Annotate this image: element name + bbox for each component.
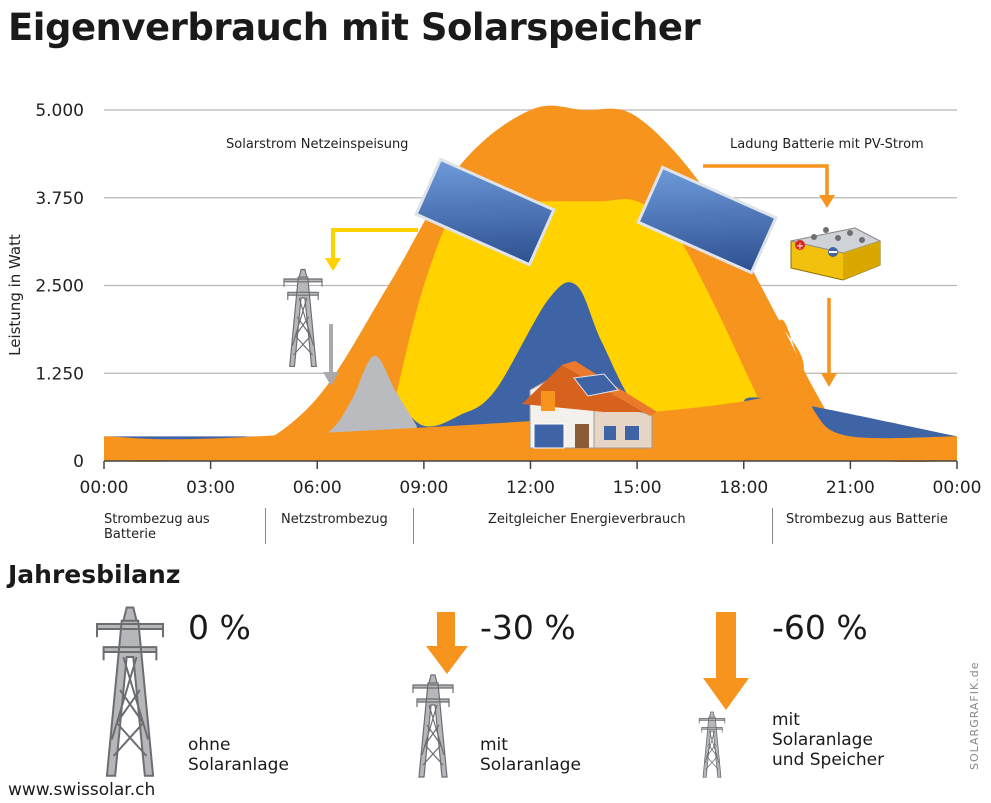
y-tick-label: 3.750	[35, 189, 84, 209]
segment-label: Strombezug aus Batterie	[104, 512, 210, 542]
y-tick-label: 0	[73, 452, 84, 472]
footer-url: www.swissolar.ch	[8, 780, 156, 800]
segment-divider	[772, 508, 773, 544]
y-tick-label: 2.500	[35, 277, 84, 297]
balance-value: -60 %	[772, 608, 868, 647]
balance-label-line: mit	[772, 710, 800, 730]
x-tick-label: 21:00	[826, 478, 875, 498]
balance-label: mit Solaranlage	[480, 735, 581, 775]
segment-label: Zeitgleicher Energieverbrauch	[488, 512, 686, 527]
balance-label-line: und Speicher	[772, 750, 885, 770]
y-tick-label: 5.000	[35, 101, 84, 121]
series-layer	[104, 105, 957, 463]
svg-text:+: +	[796, 241, 804, 252]
battery-discharge-arrow-icon	[821, 298, 837, 387]
solar-panel-icon	[414, 157, 556, 267]
annotation-battery-charge: Ladung Batterie mit PV-Strom	[730, 137, 924, 152]
x-tick-label: 03:00	[186, 478, 235, 498]
x-tick-label: 15:00	[613, 478, 662, 498]
battery-icon: +	[790, 227, 882, 281]
segment-label: Strombezug aus Batterie	[786, 512, 948, 527]
power-pylon-icon	[283, 268, 323, 367]
x-tick-label: 00:00	[933, 478, 982, 498]
balance-label: ohne Solaranlage	[188, 735, 289, 775]
feed-in-arrow-icon	[325, 228, 418, 271]
x-tick-label: 12:00	[506, 478, 555, 498]
page-title: Eigenverbrauch mit Solarspeicher	[8, 6, 701, 49]
segment-battery-night: Strombezug aus Batterie	[104, 512, 254, 542]
series-area-4	[104, 319, 957, 461]
y-axis-label: Leistung in Watt	[6, 234, 24, 356]
balance-value: -30 %	[480, 608, 576, 647]
x-tick-label: 18:00	[719, 478, 768, 498]
grid-supply-arrow-icon	[323, 324, 339, 386]
reduction-arrow-icon	[703, 612, 749, 710]
balance-label-line: Solaranlage	[188, 755, 289, 775]
balance-value: 0 %	[188, 608, 251, 647]
power-pylon-icon	[698, 711, 726, 778]
house-icon	[522, 361, 657, 449]
x-tick-label: 06:00	[293, 478, 342, 498]
annotation-feed-in: Solarstrom Netzeinspeisung	[226, 137, 408, 152]
segment-grid: Netzstrombezug	[281, 512, 388, 527]
balance-label-line: Solaranlage	[480, 755, 581, 775]
balance-label-line: mit	[480, 735, 508, 755]
section-title: Jahresbilanz	[8, 560, 181, 589]
footer-credit: SOLARGRAFIK.de	[968, 661, 981, 770]
axis-layer: 5.000 3.750 2.500 1.250 0 00:00 03:00 06:00 09:0…	[35, 101, 981, 498]
power-pylon-icon	[412, 674, 454, 778]
battery-charge-arrow-icon	[703, 164, 835, 208]
balance-label-line: Solaranlage	[772, 730, 873, 750]
y-tick-label: 1.250	[35, 364, 84, 384]
reduction-arrow-icon	[426, 612, 468, 674]
energy-chart: 5.000 3.750 2.500 1.250 0 00:00 03:00 06:00 09:0…	[6, 101, 982, 498]
segment-battery-evening: Strombezug aus Batterie	[786, 512, 948, 527]
segment-simultaneous: Zeitgleicher Energieverbrauch	[488, 512, 686, 527]
segment-divider	[413, 508, 414, 544]
solar-panel-icon	[636, 165, 778, 275]
power-pylon-icon	[96, 606, 164, 777]
segment-divider	[265, 508, 266, 544]
segment-label: Netzstrombezug	[281, 512, 388, 527]
x-tick-label: 09:00	[399, 478, 448, 498]
balance-label: mit Solaranlage und Speicher	[772, 710, 884, 770]
balance-label-line: ohne	[188, 735, 231, 755]
x-tick-label: 00:00	[80, 478, 129, 498]
